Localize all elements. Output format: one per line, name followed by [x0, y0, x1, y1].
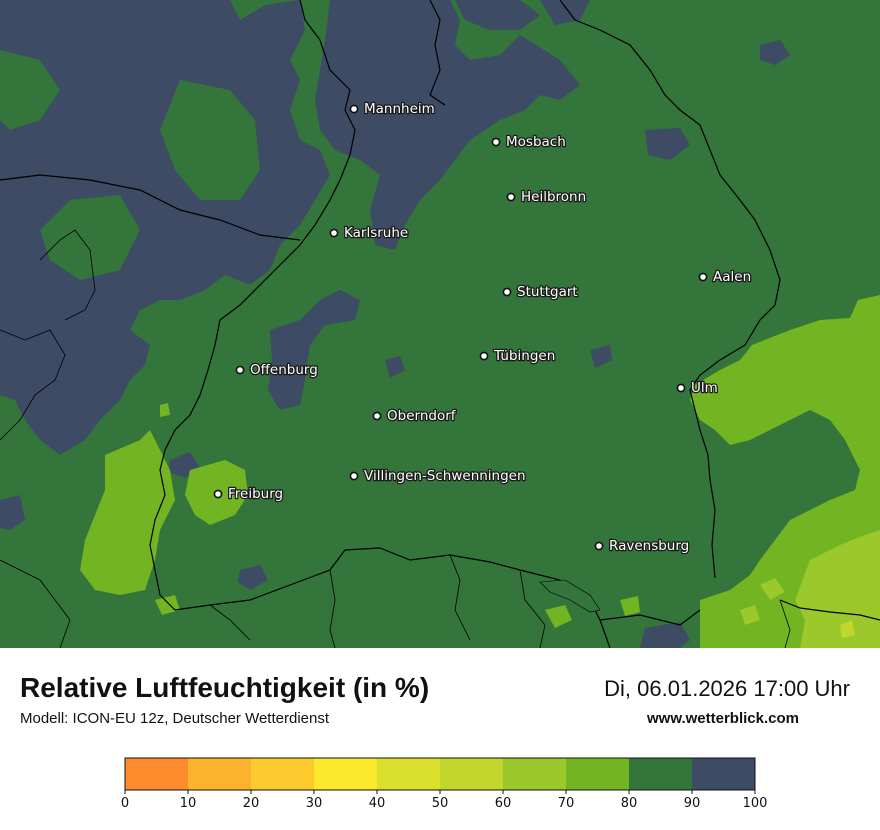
footer-panel: Relative Luftfeuchtigkeit (in %) Modell:…	[0, 648, 880, 830]
city-villingen-schwenningen: Villingen-Schwenningen	[349, 467, 527, 485]
border-lines	[0, 0, 880, 648]
colorbar-bin-4	[377, 758, 441, 790]
map-title: Relative Luftfeuchtigkeit (in %)	[20, 672, 430, 703]
city-label: Villingen-Schwenningen	[364, 468, 526, 484]
city-label: Tübingen	[493, 348, 555, 364]
colorbar-tick-label: 20	[243, 796, 260, 811]
colorbar-bin-0	[125, 758, 189, 790]
city-karlsruhe: Karlsruhe	[329, 224, 410, 242]
colorbar-tick-label: 90	[684, 796, 701, 811]
city-label: Freiburg	[228, 486, 283, 502]
city-mannheim: Mannheim	[349, 100, 436, 118]
city-label: Mosbach	[506, 134, 566, 150]
city-markers: Mannheim Mosbach Heilbronn Karlsruhe Aalen St…	[213, 100, 752, 555]
colorbar-tick-label: 50	[432, 796, 449, 811]
city-dot	[213, 489, 223, 499]
colorbar-bin-5	[440, 758, 504, 790]
city-label: Ravensburg	[609, 538, 689, 554]
humidity-map: Mannheim Mosbach Heilbronn Karlsruhe Aalen St…	[0, 0, 880, 648]
city-stuttgart: Stuttgart	[502, 283, 579, 301]
city-label: Offenburg	[250, 362, 318, 378]
forecast-datetime: Di, 06.01.2026 17:00 Uhr	[604, 676, 850, 701]
city-dot	[372, 411, 382, 421]
city-dot	[349, 471, 359, 481]
colorbar-tick-label: 40	[369, 796, 386, 811]
colorbar-tick-label: 100	[743, 796, 768, 811]
city-label: Mannheim	[364, 101, 435, 117]
city-freiburg: Freiburg	[213, 485, 284, 503]
colorbar-bin-8	[629, 758, 693, 790]
city-dot	[329, 228, 339, 238]
city-dot	[594, 541, 604, 551]
city-mosbach: Mosbach	[491, 133, 567, 151]
city-dot	[479, 351, 489, 361]
city-dot	[491, 137, 501, 147]
city-oberndorf: Oberndorf	[372, 407, 458, 425]
city-label: Oberndorf	[387, 408, 457, 424]
colorbar-legend: 0 10 20 30 40 50 60 70 80 90 100	[121, 757, 768, 811]
website-link[interactable]: www.wetterblick.com	[647, 710, 799, 727]
model-source: Modell: ICON-EU 12z, Deutscher Wetterdie…	[20, 710, 330, 727]
city-label: Stuttgart	[517, 284, 578, 300]
colorbar-bin-1	[188, 758, 252, 790]
city-dot	[502, 287, 512, 297]
colorbar-tick-label: 10	[180, 796, 197, 811]
humidity-field-60-70	[740, 530, 880, 648]
colorbar-tick-label: 80	[621, 796, 638, 811]
city-t-bingen: Tübingen	[479, 347, 557, 365]
city-ravensburg: Ravensburg	[594, 537, 691, 555]
city-offenburg: Offenburg	[235, 361, 319, 379]
colorbar-bin-3	[314, 758, 378, 790]
city-dot	[349, 104, 359, 114]
city-dot	[698, 272, 708, 282]
city-label: Ulm	[691, 380, 718, 396]
colorbar-bin-9	[692, 758, 756, 790]
city-dot	[676, 383, 686, 393]
city-label: Karlsruhe	[344, 225, 408, 241]
colorbar-bin-6	[503, 758, 567, 790]
city-heilbronn: Heilbronn	[506, 188, 587, 206]
city-label: Aalen	[713, 269, 751, 285]
city-dot	[506, 192, 516, 202]
colorbar-tick-label: 0	[121, 796, 129, 811]
city-aalen: Aalen	[698, 268, 752, 286]
lake-constance	[539, 579, 601, 613]
colorbar-tick-label: 70	[558, 796, 575, 811]
colorbar-bin-7	[566, 758, 630, 790]
colorbar-bin-2	[251, 758, 315, 790]
city-ulm: Ulm	[676, 379, 719, 397]
colorbar-tick-label: 60	[495, 796, 512, 811]
city-dot	[235, 365, 245, 375]
city-label: Heilbronn	[521, 189, 586, 205]
colorbar-tick-label: 30	[306, 796, 323, 811]
